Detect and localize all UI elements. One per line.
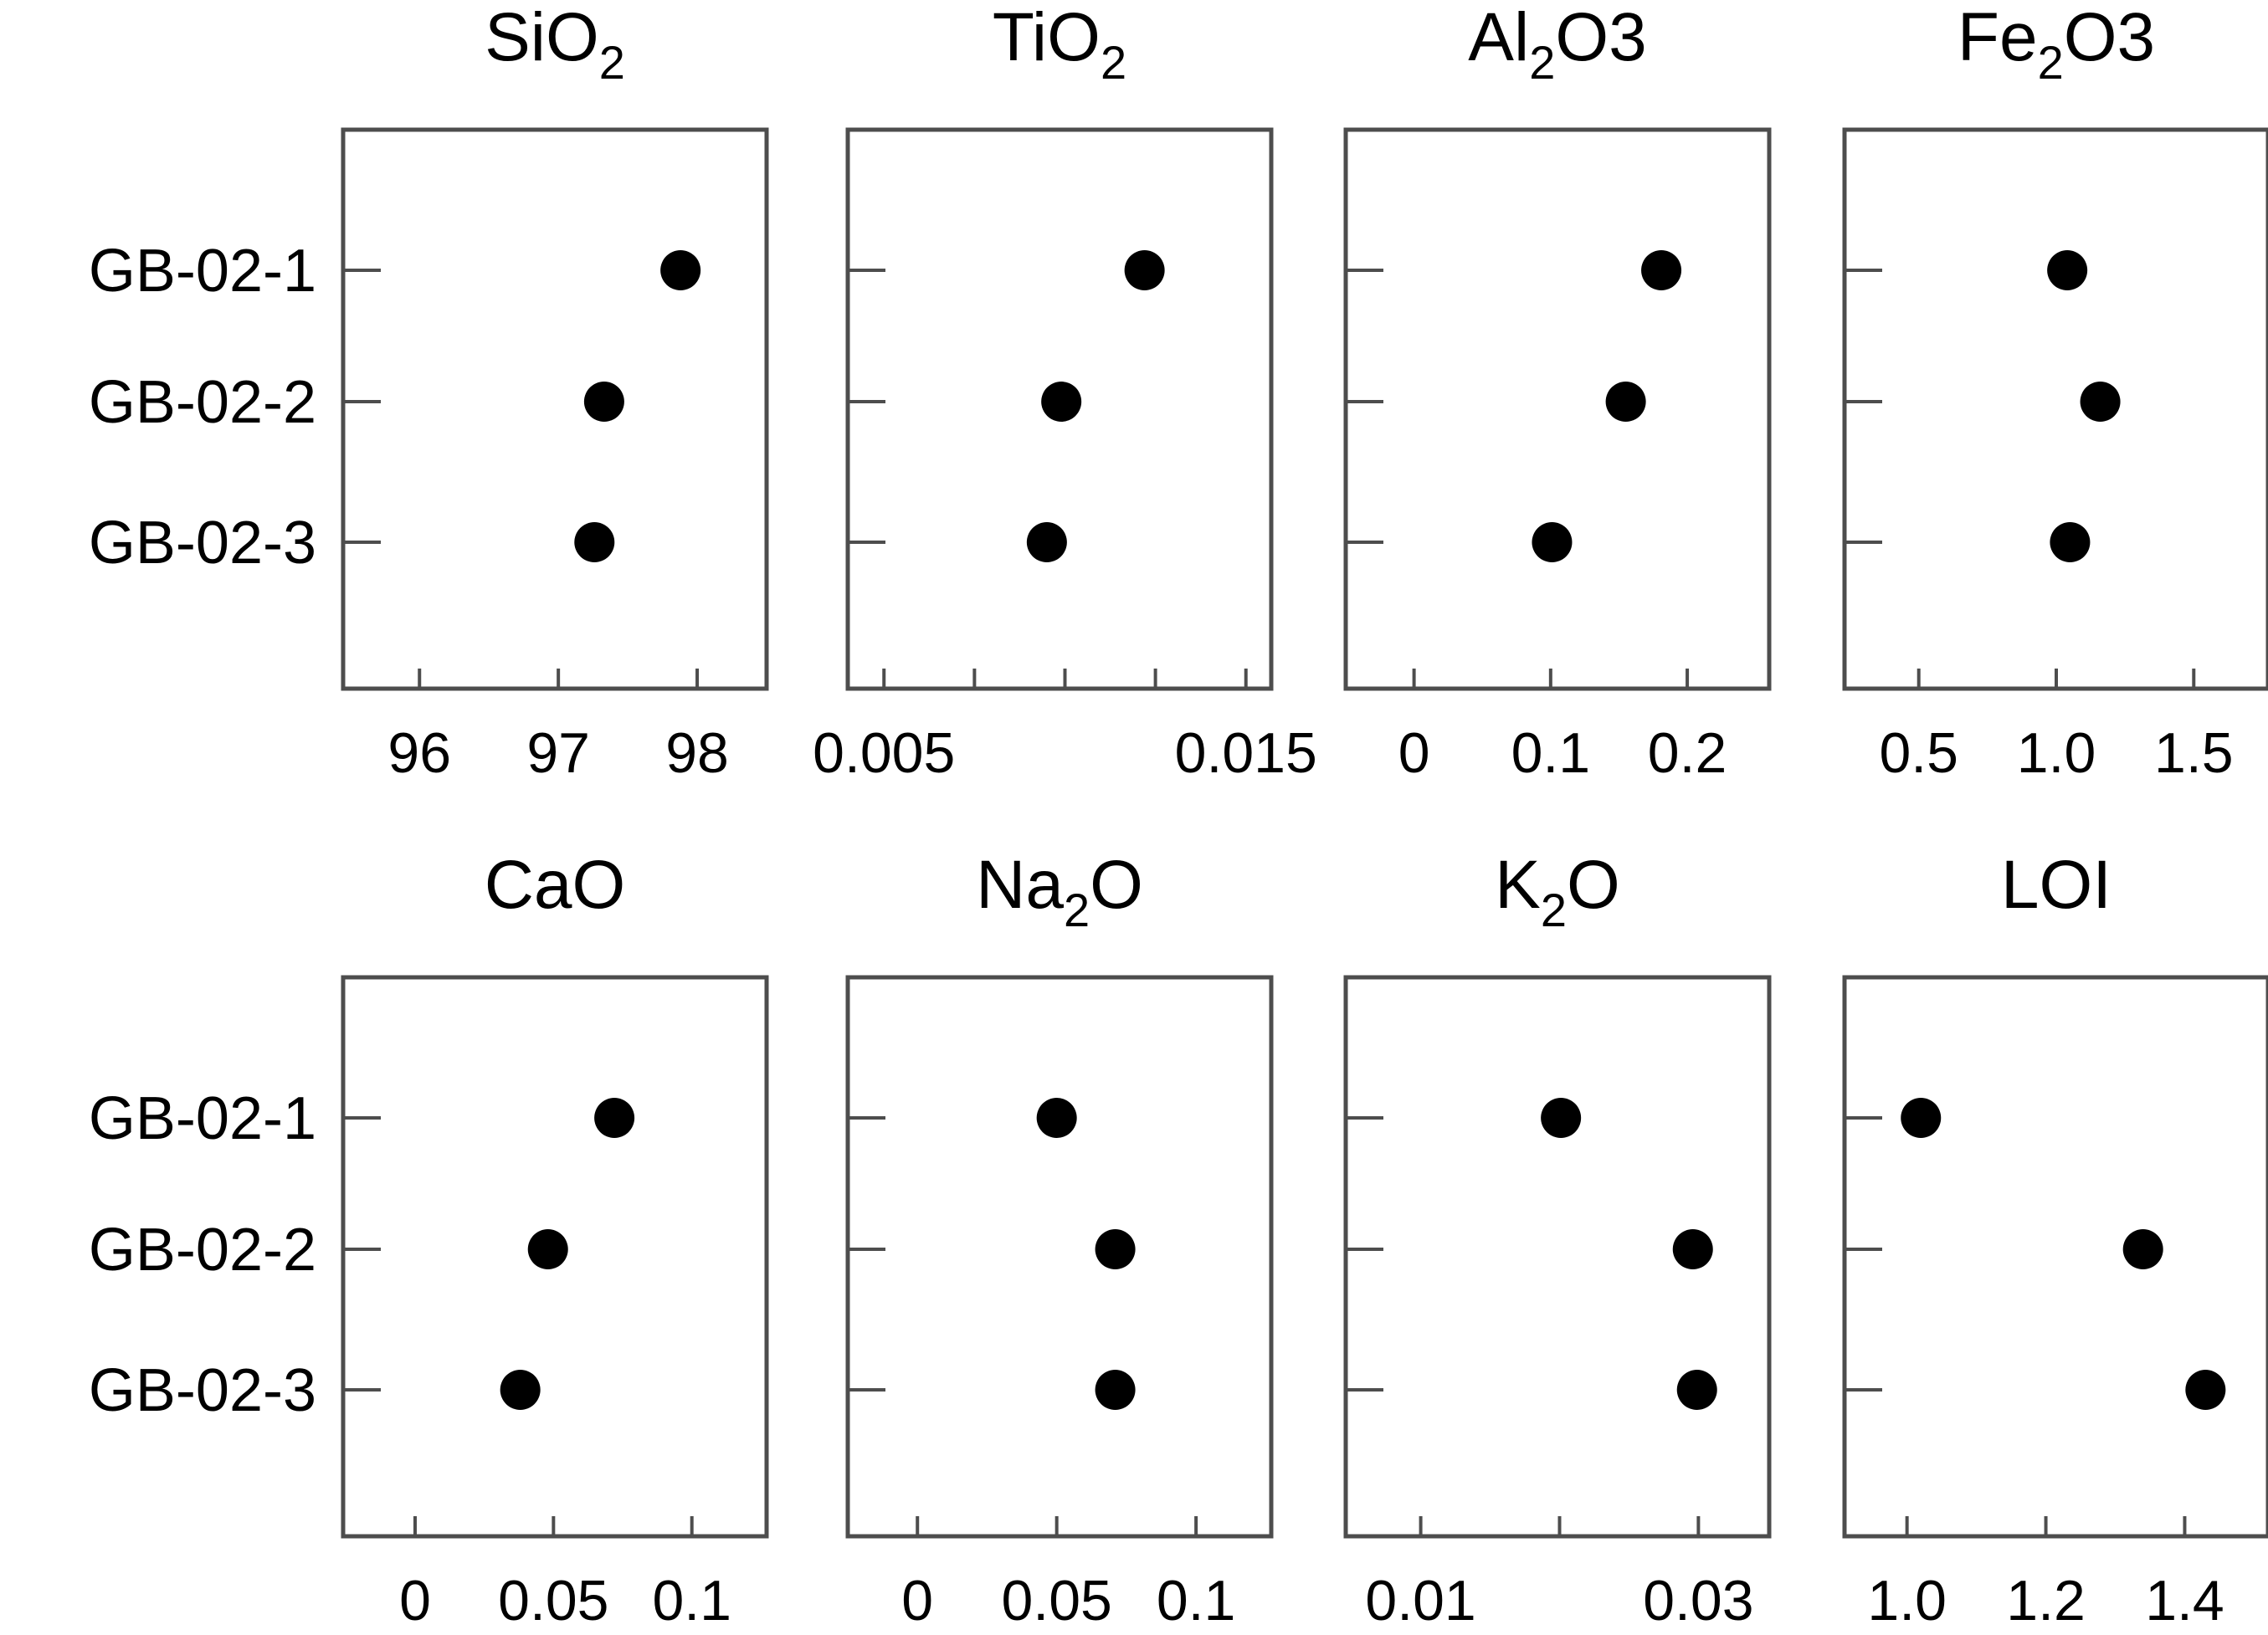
data-point-gb-02-3 — [1676, 1370, 1717, 1410]
sample-label: GB-02-2 — [89, 1217, 316, 1284]
data-point-gb-02-2 — [2080, 382, 2121, 422]
data-point-gb-02-3 — [1532, 522, 1573, 562]
x-tick-label: 0.1 — [1511, 721, 1591, 785]
data-point-gb-02-1 — [1901, 1098, 1942, 1138]
data-point-gb-02-1 — [1641, 250, 1682, 290]
x-tick-label: 0 — [1398, 721, 1430, 785]
x-tick-label: 1.0 — [1867, 1569, 1947, 1632]
sample-label: GB-02-1 — [89, 1085, 316, 1152]
panel-cao: CaO 0 0.05 0.1 GB-02-1 GB-02-2 GB-02-3 — [89, 847, 769, 1632]
data-point-gb-02-3 — [2050, 522, 2091, 562]
data-point-gb-02-2 — [1605, 382, 1646, 422]
data-point-gb-02-2 — [2122, 1229, 2163, 1269]
data-point-gb-02-3 — [574, 522, 615, 562]
panel-k2o: K2O 0.01 0.03 — [1343, 847, 1772, 1632]
plot-frame — [341, 127, 769, 691]
data-point-gb-02-3 — [1026, 522, 1067, 562]
plot-frame — [845, 975, 1274, 1539]
data-point-gb-02-1 — [1124, 250, 1165, 290]
plot-frame — [845, 127, 1274, 691]
panel-title: K2O — [1495, 847, 1620, 936]
x-tick-label: 0.5 — [1879, 721, 1958, 785]
sample-label: GB-02-1 — [89, 238, 316, 305]
data-point-gb-02-2 — [1095, 1229, 1136, 1269]
data-point-gb-02-2 — [527, 1229, 568, 1269]
x-tick-label: 0.01 — [1365, 1569, 1475, 1632]
data-point-gb-02-2 — [1041, 382, 1082, 422]
data-point-gb-02-2 — [1672, 1229, 1713, 1269]
x-tick-label: 0.05 — [498, 1569, 608, 1632]
x-tick-label: 0.2 — [1648, 721, 1727, 785]
x-tick-label: 0.1 — [652, 1569, 731, 1632]
x-tick-label: 0.005 — [813, 721, 955, 785]
sample-label: GB-02-2 — [89, 369, 316, 436]
panel-title: SiO2 — [485, 0, 625, 89]
x-tick-label: 1.0 — [2017, 721, 2096, 785]
data-point-gb-02-1 — [1541, 1098, 1582, 1138]
panel-tio2: TiO2 0.005 0.015 — [813, 0, 1317, 785]
x-tick-label: 96 — [387, 721, 451, 785]
panel-title: TiO2 — [993, 0, 1126, 89]
panel-title: Na2O — [976, 847, 1143, 936]
x-tick-label: 1.4 — [2145, 1569, 2224, 1632]
x-tick-label: 0 — [399, 1569, 431, 1632]
panel-fe2o3: Fe2O3 0.5 1.0 1.5 — [1842, 0, 2268, 785]
plot-frame — [1842, 127, 2268, 691]
panel-title: LOI — [2001, 847, 2111, 923]
plot-frame — [1343, 127, 1772, 691]
panel-al2o3: Al2O3 0 0.1 0.2 — [1343, 0, 1772, 785]
x-tick-label: 0 — [901, 1569, 933, 1632]
data-point-gb-02-3 — [500, 1370, 541, 1410]
panel-na2o: Na2O 0 0.05 0.1 — [845, 847, 1274, 1632]
x-tick-label: 98 — [665, 721, 729, 785]
panel-sio2: SiO2 96 97 98 GB-02-1 GB-02-2 GB-02-3 — [89, 0, 769, 785]
x-tick-label: 97 — [526, 721, 590, 785]
data-point-gb-02-2 — [583, 382, 624, 422]
panel-title: Al2O3 — [1468, 0, 1646, 89]
sample-label: GB-02-3 — [89, 510, 316, 577]
data-point-gb-02-3 — [1095, 1370, 1136, 1410]
panel-loi: LOI 1.0 1.2 1.4 — [1842, 847, 2268, 1632]
x-tick-label: 1.5 — [2154, 721, 2234, 785]
x-tick-label: 0.05 — [1001, 1569, 1111, 1632]
x-tick-label: 0.015 — [1175, 721, 1317, 785]
panels-group: SiO2 96 97 98 GB-02-1 GB-02-2 GB-02-3 TiO2 0.005… — [89, 0, 2268, 1632]
data-point-gb-02-1 — [2047, 250, 2088, 290]
x-tick-label: 0.1 — [1157, 1569, 1236, 1632]
data-point-gb-02-1 — [594, 1098, 635, 1138]
plot-frame — [1343, 975, 1772, 1539]
sample-label: GB-02-3 — [89, 1357, 316, 1424]
x-tick-label: 1.2 — [2006, 1569, 2086, 1632]
plot-frame — [1842, 975, 2268, 1539]
panel-title: Fe2O3 — [1958, 0, 2155, 89]
data-point-gb-02-1 — [660, 250, 701, 290]
x-tick-label: 0.03 — [1643, 1569, 1753, 1632]
panel-title: CaO — [485, 847, 626, 923]
data-point-gb-02-3 — [2185, 1370, 2226, 1410]
data-point-gb-02-1 — [1036, 1098, 1077, 1138]
